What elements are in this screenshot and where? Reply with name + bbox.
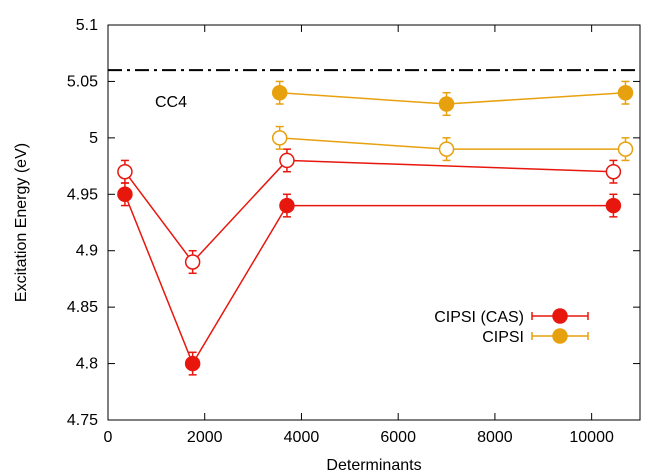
- data-point-open: [605, 163, 622, 180]
- data-point-open: [271, 130, 288, 146]
- data-point-open: [184, 254, 201, 270]
- y-tick-label: 4.95: [67, 186, 98, 203]
- legend-marker: [552, 328, 568, 344]
- data-point-filled: [438, 96, 455, 112]
- series-1: [117, 148, 622, 275]
- x-tick-label: 2000: [187, 429, 223, 446]
- y-tick-label: 4.9: [76, 243, 98, 260]
- axes-layer: 0 2000 4000 6000 8000 10000 4.75 4.8 4.85 4.9 4.95…: [67, 17, 640, 446]
- y-tick-label: 5.1: [76, 17, 98, 34]
- y-axis-label: Excitation Energy (eV): [13, 143, 30, 302]
- data-point-open: [279, 152, 295, 169]
- legend: CIPSI (CAS) CIPSI: [434, 308, 589, 346]
- data-point-filled: [117, 186, 133, 203]
- data-point-open: [617, 141, 634, 157]
- plot-frame: [107, 24, 641, 421]
- data-point-open: [117, 163, 133, 180]
- data-point-filled: [605, 197, 622, 214]
- x-axis-label: Determinants: [326, 457, 421, 474]
- series-line: [124, 159, 614, 264]
- data-point-open: [438, 141, 455, 157]
- data-point-filled: [279, 197, 295, 214]
- series-layer: [117, 80, 634, 376]
- series-line: [124, 194, 614, 366]
- series-0: [117, 182, 622, 376]
- y-tick-label: 4.75: [67, 412, 98, 429]
- data-point-filled: [184, 355, 201, 372]
- x-tick-label: 10000: [569, 429, 614, 446]
- x-tick-label: 0: [104, 429, 113, 446]
- legend-label: CIPSI: [482, 329, 524, 346]
- y-tick-label: 5: [89, 130, 98, 147]
- series-2: [271, 80, 634, 117]
- series-3: [271, 125, 634, 162]
- x-tick-label: 6000: [380, 429, 416, 446]
- legend-label: CIPSI (CAS): [434, 309, 524, 326]
- cc4-annotation: CC4: [155, 94, 187, 111]
- data-point-filled: [617, 84, 634, 101]
- y-tick-label: 4.8: [76, 356, 98, 373]
- y-tick-label: 4.85: [67, 299, 98, 316]
- x-tick-label: 8000: [477, 429, 513, 446]
- data-point-filled: [271, 84, 288, 101]
- legend-marker: [552, 308, 568, 324]
- x-tick-label: 4000: [284, 429, 320, 446]
- y-tick-label: 5.05: [67, 73, 98, 90]
